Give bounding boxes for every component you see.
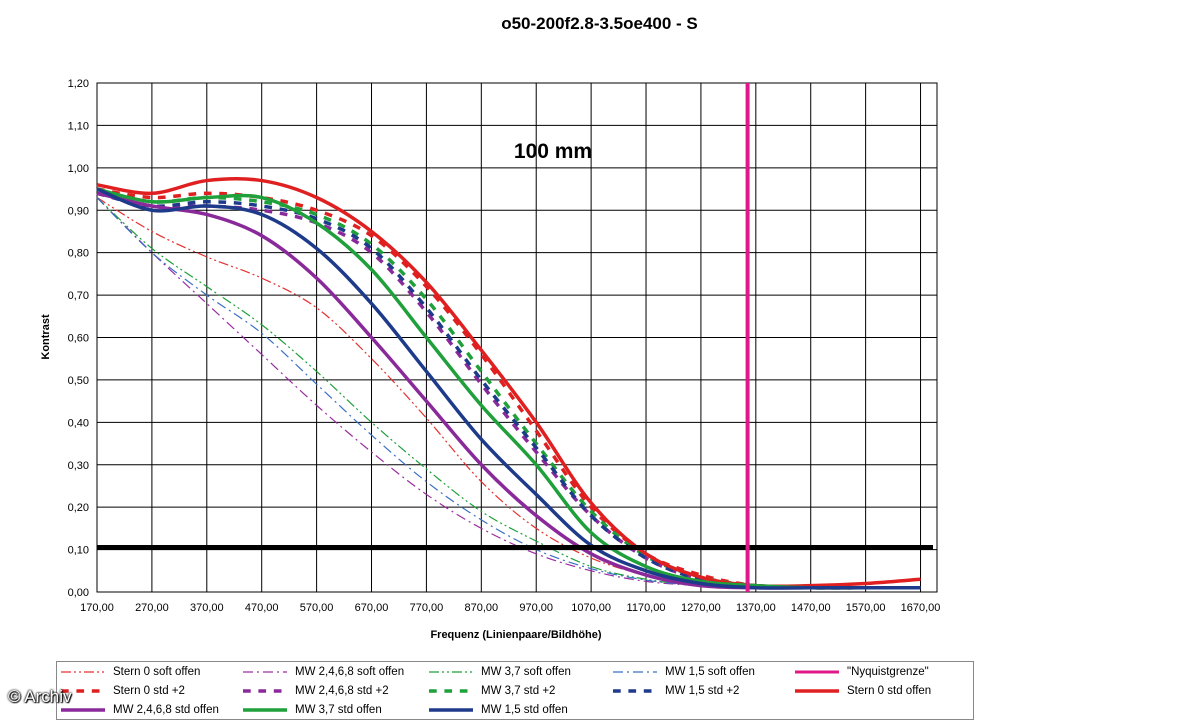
- legend-swatch: [429, 689, 473, 693]
- legend-label: Stern 0 std +2: [113, 685, 185, 697]
- y-tick-label: 0,30: [68, 460, 89, 472]
- legend-swatch: [61, 708, 105, 712]
- legend-item: "Nyquistgrenze": [793, 663, 929, 681]
- legend-item: MW 1,5 std +2: [611, 682, 739, 700]
- x-axis-label: Frequenz (Linienpaare/Bildhöhe): [430, 629, 601, 641]
- copyright-watermark: © Archiv: [8, 687, 72, 706]
- y-tick-label: 0,50: [68, 375, 89, 387]
- x-tick-label: 470,00: [245, 602, 279, 614]
- series-group: [96, 176, 921, 590]
- legend-swatch: [429, 708, 473, 712]
- y-tick-label: 0,80: [68, 248, 89, 260]
- y-tick-label: 1,00: [68, 163, 89, 175]
- legend-item: MW 2,4,6,8 std +2: [241, 682, 389, 700]
- legend-item: MW 2,4,6,8 std offen: [59, 701, 219, 719]
- legend-label: MW 3,7 std +2: [481, 685, 556, 697]
- legend-label: MW 1,5 std +2: [665, 685, 740, 697]
- x-tick-label: 870,00: [464, 602, 498, 614]
- legend-swatch: [61, 671, 105, 673]
- legend-label: MW 3,7 soft offen: [481, 666, 571, 678]
- legend-label: MW 2,4,6,8 std offen: [113, 704, 219, 716]
- legend-item: MW 3,7 std offen: [241, 701, 382, 719]
- legend-swatch: [243, 671, 287, 673]
- legend-label: Stern 0 soft offen: [113, 666, 201, 678]
- x-tick-label: 1570,00: [846, 602, 886, 614]
- x-tick-label: 1370,00: [736, 602, 776, 614]
- x-tick-label: 570,00: [300, 602, 334, 614]
- y-tick-label: 0,90: [68, 205, 89, 217]
- legend-swatch: [613, 671, 657, 673]
- axis-ticks: 0,00 0,10 0,20 0,30 0,40 0,50 0,60 0,70 0,80 0,90…: [68, 78, 941, 614]
- x-tick-label: 370,00: [190, 602, 224, 614]
- y-tick-label: 0,60: [68, 333, 89, 345]
- reference-lines: [97, 83, 933, 592]
- y-tick-label: 0,70: [68, 290, 89, 302]
- x-tick-label: 1170,00: [627, 602, 666, 614]
- y-tick-label: 1,20: [68, 78, 89, 90]
- legend-swatch: [243, 689, 287, 693]
- legend-label: "Nyquistgrenze": [847, 666, 929, 678]
- y-axis-label: Kontrast: [40, 314, 52, 360]
- y-tick-label: 0,10: [68, 545, 89, 557]
- grid: [96, 82, 938, 593]
- legend-label: MW 3,7 std offen: [295, 704, 382, 716]
- x-tick-label: 270,00: [135, 602, 169, 614]
- legend-swatch: [61, 689, 105, 693]
- x-tick-label: 1070,00: [571, 602, 611, 614]
- legend-item: MW 1,5 std offen: [427, 701, 568, 719]
- legend-swatch: [243, 708, 287, 712]
- legend-item: Stern 0 soft offen: [59, 663, 200, 681]
- legend-item: MW 2,4,6,8 soft offen: [241, 663, 404, 681]
- series-line: [96, 187, 921, 590]
- x-tick-label: 1670,00: [901, 602, 941, 614]
- x-tick-label: 670,00: [355, 602, 389, 614]
- series-line: [96, 191, 921, 590]
- legend-label: MW 2,4,6,8 std +2: [295, 685, 389, 697]
- x-tick-label: 970,00: [519, 602, 553, 614]
- legend-label: MW 1,5 soft offen: [665, 666, 755, 678]
- y-tick-label: 1,10: [68, 120, 89, 132]
- x-tick-label: 770,00: [410, 602, 444, 614]
- line-chart: 0,00 0,10 0,20 0,30 0,40 0,50 0,60 0,70 0,80 0,90…: [40, 78, 941, 641]
- legend-item: Stern 0 std offen: [793, 682, 931, 700]
- legend-item: Stern 0 std +2: [59, 682, 185, 700]
- chart-annotation: 100 mm: [514, 140, 592, 163]
- x-tick-label: 1270,00: [681, 602, 721, 614]
- legend-label: Stern 0 std offen: [847, 685, 932, 697]
- chart-legend: Stern 0 soft offen MW 2,4,6,8 soft offen M…: [56, 661, 974, 720]
- legend-item: MW 1,5 soft offen: [611, 663, 755, 681]
- legend-swatch: [429, 671, 473, 673]
- x-tick-label: 1470,00: [791, 602, 831, 614]
- x-tick-label: 170,00: [80, 602, 114, 614]
- legend-label: MW 1,5 std offen: [481, 704, 568, 716]
- y-tick-label: 0,20: [68, 502, 89, 514]
- chart-title: o50-200f2.8-3.5oe400 - S: [501, 14, 698, 33]
- legend-swatch: [795, 670, 839, 674]
- legend-swatch: [795, 689, 839, 693]
- legend-swatch: [613, 689, 657, 693]
- legend-item: MW 3,7 std +2: [427, 682, 555, 700]
- y-tick-label: 0,00: [68, 587, 89, 599]
- y-tick-label: 0,40: [68, 417, 89, 429]
- legend-label: MW 2,4,6,8 soft offen: [295, 666, 405, 678]
- legend-item: MW 3,7 soft offen: [427, 663, 571, 681]
